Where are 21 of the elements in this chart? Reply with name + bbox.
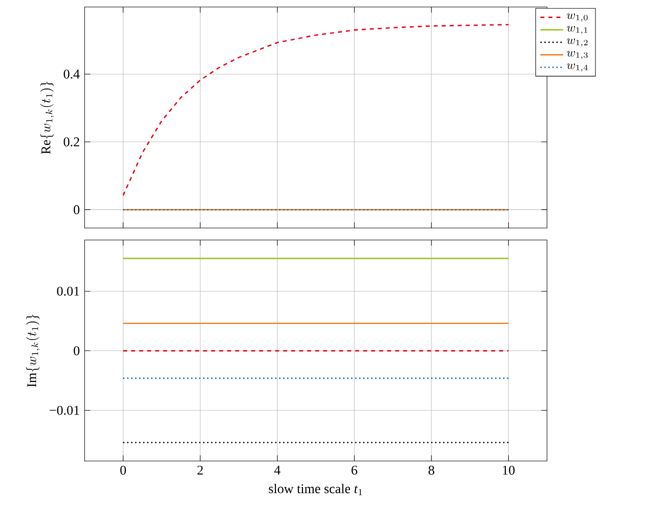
- y-axis-title: $\mathrm{Im}\{w_{1,k}(t_1)\}$: [26, 314, 40, 387]
- legend-label: $w_{1,3}$: [566, 51, 588, 60]
- y-tick-label: 0: [74, 205, 80, 214]
- x-tick-label: 6: [352, 466, 358, 475]
- x-axis-title: slow time scale t$_{1}$: [268, 484, 362, 496]
- x-tick-label: 8: [428, 466, 434, 475]
- legend-label: $w_{1,4}$: [566, 64, 588, 72]
- legend-label: $w_{1,2}$: [566, 38, 588, 47]
- y-tick-label: 0.4: [64, 70, 80, 79]
- y-tick-label: 0.2: [64, 137, 80, 146]
- x-tick-label: 4: [274, 466, 280, 474]
- y-tick-label: −0.01: [50, 406, 80, 415]
- y-tick-label: 0.01: [57, 286, 80, 296]
- x-tick-label: 0: [120, 466, 126, 475]
- y-axis-title: $\mathrm{Re}\{w_{1,k}(t_1)\}$: [40, 82, 54, 154]
- legend-label: $w_{1,0}$: [566, 14, 588, 22]
- y-tick-label: 0: [74, 346, 80, 356]
- x-tick-label: 2: [197, 466, 203, 475]
- line-series: [122, 24, 510, 196]
- legend-label: $w_{1,1}$: [566, 26, 588, 34]
- x-tick-label: 10: [502, 466, 515, 475]
